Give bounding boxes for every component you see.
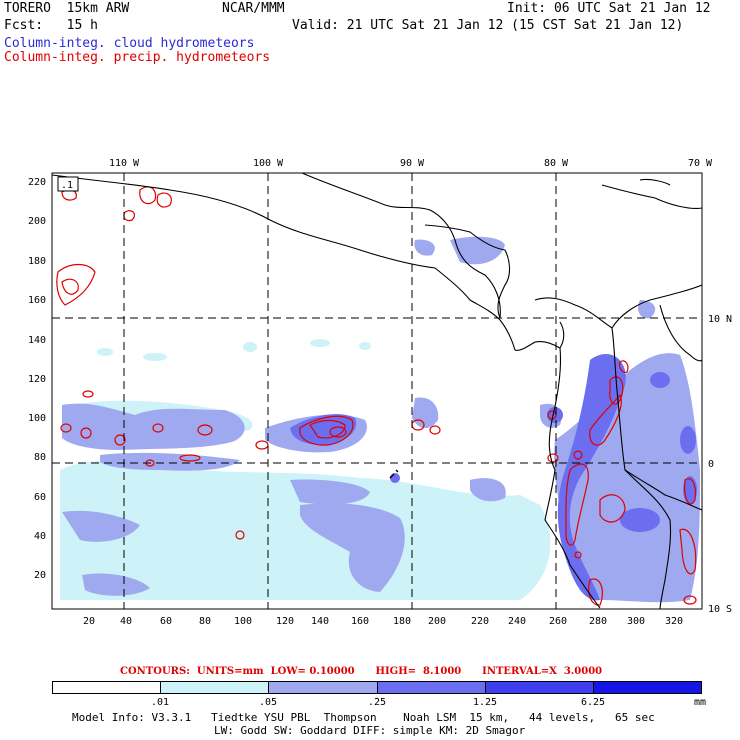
map-frame (51, 172, 703, 610)
colorbar-segment (377, 682, 486, 693)
colorbar-segment (593, 682, 702, 693)
x-tick: 240 (508, 616, 526, 627)
colorbar-label: 1.25 (472, 697, 498, 708)
y-tick: 180 (28, 256, 46, 267)
contours-info: CONTOURS: UNITS=mm LOW= 0.10000 HIGH= 8.… (120, 666, 603, 677)
colorbar-segment (53, 682, 162, 693)
lat-label-0: 0 (708, 459, 714, 470)
field-precip-label: Column-integ. precip. hydrometeors (4, 50, 271, 65)
lon-label-90w: 90 W (400, 158, 425, 169)
colorbar-label: .01 (150, 697, 170, 708)
colorbar-segment (485, 682, 594, 693)
x-tick: 280 (589, 616, 607, 627)
y-tick: 20 (34, 570, 46, 581)
model-info: Model Info: V3.3.1 Tiedtke YSU PBL Thomp… (72, 711, 655, 724)
corner-label-box (57, 176, 79, 192)
y-tick: 60 (34, 492, 46, 503)
x-tick: 20 (83, 616, 95, 627)
y-tick: 100 (28, 413, 46, 424)
coastlines (52, 173, 702, 609)
colorbar (52, 681, 702, 694)
x-tick: 80 (199, 616, 211, 627)
field-cloud-label: Column-integ. cloud hydrometeors (4, 36, 255, 51)
colorbar-units: mm (693, 697, 707, 708)
model-title: TORERO 15km ARW (4, 1, 130, 16)
x-tick: 300 (627, 616, 645, 627)
x-tick: 260 (549, 616, 567, 627)
y-tick: 40 (34, 531, 46, 542)
x-tick: 120 (276, 616, 294, 627)
lon-label-70w: 70 W (688, 158, 713, 169)
x-tick: 180 (393, 616, 411, 627)
y-tick: 220 (28, 177, 46, 188)
colorbar-segment (269, 682, 378, 693)
x-tick: 160 (351, 616, 369, 627)
y-tick: 140 (28, 335, 46, 346)
colorbar-segment (161, 682, 270, 693)
x-tick: 40 (120, 616, 132, 627)
lon-label-110w: 110 W (109, 158, 140, 169)
org-label: NCAR/MMM (222, 1, 285, 16)
colorbar-label: 6.25 (580, 697, 606, 708)
y-tick: 160 (28, 295, 46, 306)
x-tick: 100 (234, 616, 252, 627)
lon-label-100w: 100 W (253, 158, 284, 169)
colorbar-label: .25 (367, 697, 387, 708)
x-tick: 200 (428, 616, 446, 627)
forecast-hour: Fcst: 15 h (4, 18, 98, 33)
valid-time: Valid: 21 UTC Sat 21 Jan 12 (15 CST Sat … (292, 18, 684, 33)
lat-label-10s: 10 S (708, 604, 732, 615)
x-tick: 60 (160, 616, 172, 627)
corner-label: .1 (61, 180, 73, 191)
y-tick: 120 (28, 374, 46, 385)
model-physics: LW: Godd SW: Goddard DIFF: simple KM: 2D… (214, 724, 526, 737)
y-tick: 80 (34, 452, 46, 463)
y-tick: 200 (28, 216, 46, 227)
lat-label-10n: 10 N (708, 314, 732, 325)
x-tick: 220 (471, 616, 489, 627)
graticule (52, 173, 702, 609)
x-tick: 320 (665, 616, 683, 627)
colorbar-label: .05 (258, 697, 278, 708)
map-fields (52, 173, 702, 609)
init-time: Init: 06 UTC Sat 21 Jan 12 (507, 1, 711, 16)
x-tick: 140 (311, 616, 329, 627)
lon-label-80w: 80 W (544, 158, 569, 169)
